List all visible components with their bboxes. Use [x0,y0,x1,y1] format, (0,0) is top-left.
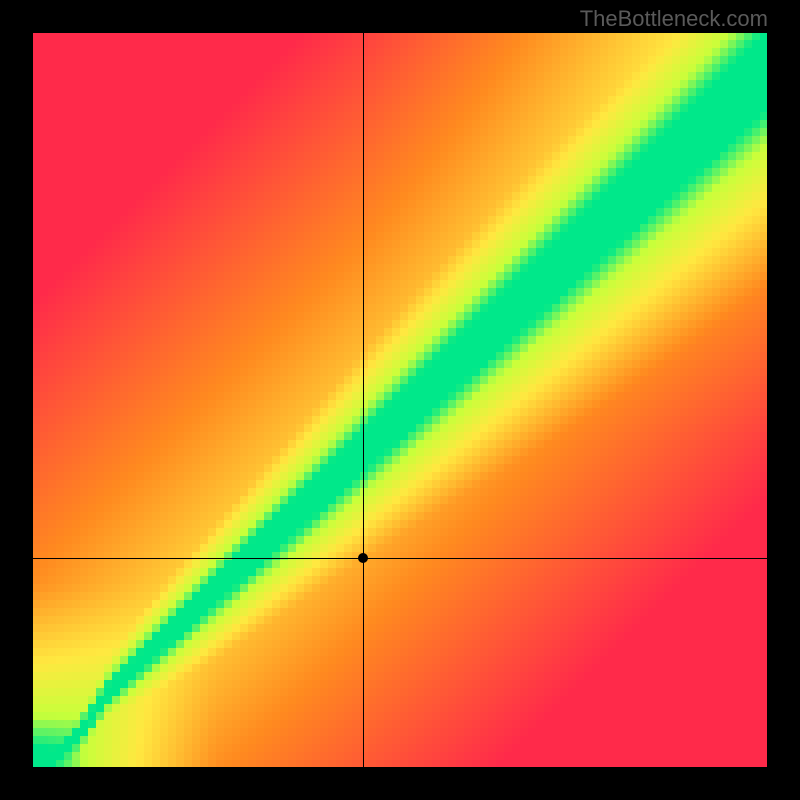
heatmap-plot [32,32,768,768]
crosshair-dot [358,553,368,563]
crosshair-horizontal [32,558,768,559]
crosshair-vertical [363,32,364,768]
watermark-text: TheBottleneck.com [580,6,768,32]
heatmap-canvas [32,32,768,768]
